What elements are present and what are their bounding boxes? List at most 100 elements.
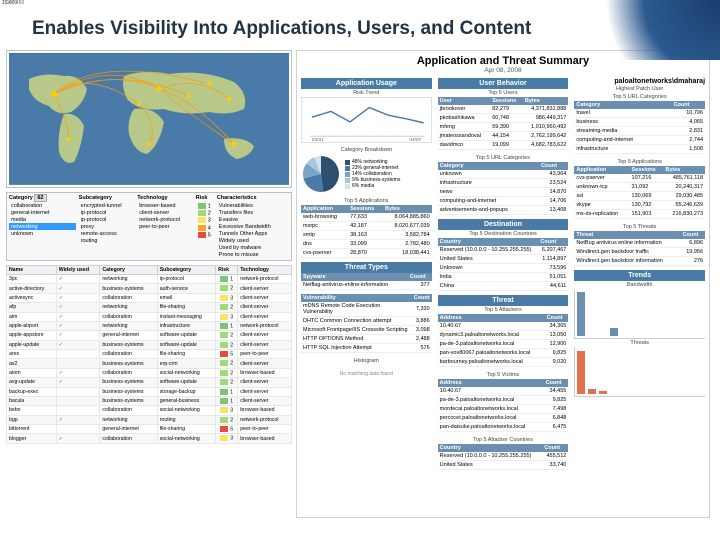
mini-row: Windirect.gen backdoor traffic19,956 xyxy=(574,248,705,257)
app-table-header[interactable]: Technology xyxy=(238,266,292,275)
filter-item[interactable]: browser-based xyxy=(137,202,193,209)
filter-item[interactable]: media xyxy=(9,216,76,223)
app-table-row[interactable]: afp✓networkingfile-sharing2client-server xyxy=(7,303,292,312)
mini-row: unknown43,964 xyxy=(438,170,569,179)
mini-th: Count xyxy=(545,314,569,322)
mini-th: Application xyxy=(574,166,629,174)
app-table-row[interactable]: aim✓collaborationinstant-messaging3clien… xyxy=(7,312,292,321)
filter-item[interactable]: remote-access xyxy=(79,230,135,237)
app-table-row[interactable]: apple-update✓business-systemssoftware-up… xyxy=(7,340,292,349)
mini-th: Category xyxy=(574,101,671,109)
mini-th: Vulnerability xyxy=(301,294,412,302)
mini-row: NetBug antivirus enline information6,896 xyxy=(574,239,705,248)
app-table-header[interactable]: Name xyxy=(7,266,57,275)
app-table-row[interactable]: 3pc✓networkingip-protocol1network-protoc… xyxy=(7,275,292,284)
user-behavior-head: User Behavior xyxy=(438,78,569,89)
filter-char-item[interactable]: Excessive Bandwidth xyxy=(217,223,289,230)
app-table-header[interactable]: Category xyxy=(100,266,157,275)
app-table-row[interactable]: active-directory✓business-systemsauth-se… xyxy=(7,284,292,293)
filter-risk-item[interactable]: 4 xyxy=(196,224,214,231)
threats-bars: 25,000 xyxy=(574,347,705,397)
mini-row: web-browsing77,6338,064,885,860 xyxy=(301,213,432,222)
report-date: Apr 08, 2008 xyxy=(301,67,705,74)
mini-row: DHTC Common Connection attempt3,886 xyxy=(301,317,432,326)
filter-risk-item[interactable]: 5 xyxy=(196,232,214,239)
app-table-row[interactable]: bgp✓networkingrouting2network-protocol xyxy=(7,415,292,424)
category-breakdown-label: Category Breakdown xyxy=(301,146,432,154)
filter-char-item[interactable]: Widely used xyxy=(217,237,289,244)
mini-row: cvs-pserver28,87018,038,441 xyxy=(301,249,432,258)
mini-row: HTTP SQL Injection Attempt576 xyxy=(301,344,432,353)
brand-user: paloaltonetworks\dmaharaj xyxy=(574,78,705,85)
mini-th: Count xyxy=(539,162,568,170)
top-attackers-label: Top 5 Attackers xyxy=(438,306,569,314)
app-table-row[interactable]: as2business-systemserp-crm2client-server xyxy=(7,359,292,368)
filter-item[interactable]: encrypted-tunnel xyxy=(79,202,135,209)
bar xyxy=(588,389,596,394)
app-table-row[interactable]: apple-airport✓networkinginfrastructure1n… xyxy=(7,321,292,330)
mini-row: United States33,740 xyxy=(438,461,569,470)
filter-characteristics-label: Characteristics xyxy=(217,195,289,201)
mini-row: Windirect.gen backdoor information276 xyxy=(574,257,705,266)
mini-row: dynamic3.paloaltonetworks.local13,050 xyxy=(438,331,569,340)
app-table-row[interactable]: avg-update✓business-systemssoftware-upda… xyxy=(7,378,292,387)
mini-row: news14,870 xyxy=(438,188,569,197)
mini-row: barbourney.paloaltonetworks.local9,020 xyxy=(438,358,569,367)
app-table-row[interactable]: activesync✓collaborationemail3client-ser… xyxy=(7,293,292,302)
filter-item[interactable]: network-protocol xyxy=(137,216,193,223)
top-users-label: Top 5 Users xyxy=(438,89,569,97)
mini-row: China44,611 xyxy=(438,282,569,291)
top-url-c3-label: Top 5 URL Categories xyxy=(574,93,705,101)
app-table-row[interactable]: arescollaborationfile-sharing5peer-to-pe… xyxy=(7,350,292,359)
app-table-row[interactable]: bebocollaborationsocial-networking3brows… xyxy=(7,406,292,415)
filter-item[interactable]: ip-protocol xyxy=(79,216,135,223)
mini-th: Address xyxy=(438,314,545,322)
bar xyxy=(577,351,585,394)
app-table-row[interactable]: backup-execbusiness-systemsstorage-backu… xyxy=(7,387,292,396)
app-table-row[interactable]: baculabusiness-systemsgeneral-business1c… xyxy=(7,396,292,405)
trends-head: Trends xyxy=(574,270,705,281)
filter-item[interactable]: collaboration xyxy=(9,202,76,209)
mini-row: smtp38,1633,582,784 xyxy=(301,231,432,240)
app-table-header[interactable]: Risk xyxy=(216,266,238,275)
filter-item[interactable]: client-server xyxy=(137,209,193,216)
bars2-label: Threats xyxy=(574,339,705,347)
filter-risk-label: Risk xyxy=(196,195,214,201)
mini-row: infrastructure23,524 xyxy=(438,179,569,188)
mini-row: skype130,79255,246,639 xyxy=(574,201,705,210)
no-match-msg: No matching data found xyxy=(301,365,432,383)
filter-item[interactable]: ip-protocol xyxy=(79,209,135,216)
filter-item[interactable]: general-internet xyxy=(9,209,76,216)
filter-item[interactable]: unknown xyxy=(9,230,76,237)
filter-category-label: Category xyxy=(9,195,33,201)
mini-row: ssl130,06929,030,485 xyxy=(574,192,705,201)
filter-char-item[interactable]: Evasive xyxy=(217,216,289,223)
filter-item[interactable]: routing xyxy=(79,237,135,244)
mini-row: mordecai.paloaltonetworks.local7,498 xyxy=(438,405,569,414)
filter-item[interactable]: proxy xyxy=(79,223,135,230)
filter-char-item[interactable]: Prone to misuse xyxy=(217,251,289,258)
app-table-row[interactable]: blogger✓collaborationsocial-networking3b… xyxy=(7,434,292,443)
mini-th: Count xyxy=(408,273,432,281)
app-table-header[interactable]: Subcategory xyxy=(157,266,215,275)
filter-char-item[interactable]: Vulnerabilities xyxy=(217,202,289,209)
filter-char-item[interactable]: Used by malware xyxy=(217,244,289,251)
mini-row: dns33,0992,782,480 xyxy=(301,240,432,249)
mini-row: India51,051 xyxy=(438,273,569,282)
filter-item[interactable]: peer-to-peer xyxy=(137,223,193,230)
mini-row: pa-de-3.paloaltonetworks.local12,900 xyxy=(438,340,569,349)
filter-item[interactable]: networking xyxy=(9,223,76,230)
filter-risk-item[interactable]: 2 xyxy=(196,209,214,216)
app-table-header[interactable]: Widely used xyxy=(56,266,100,275)
filter-char-item[interactable]: Transfers files xyxy=(217,209,289,216)
filter-risk-item[interactable]: 1 xyxy=(196,202,214,209)
app-table-row[interactable]: apple-appstore✓general-internetsoftware-… xyxy=(7,331,292,340)
app-table-row[interactable]: bittorrentgeneral-internetfile-sharing5p… xyxy=(7,425,292,434)
app-table-row[interactable]: atom✓collaborationsocial-networking2brow… xyxy=(7,368,292,377)
filter-char-item[interactable]: Tunnels Other Apps xyxy=(217,230,289,237)
bar xyxy=(577,292,585,336)
mini-th: Sessions xyxy=(490,97,523,105)
mini-row: 10.40.6734,365 xyxy=(438,322,569,331)
filter-risk-item[interactable]: 3 xyxy=(196,217,214,224)
world-map[interactable] xyxy=(9,53,289,185)
